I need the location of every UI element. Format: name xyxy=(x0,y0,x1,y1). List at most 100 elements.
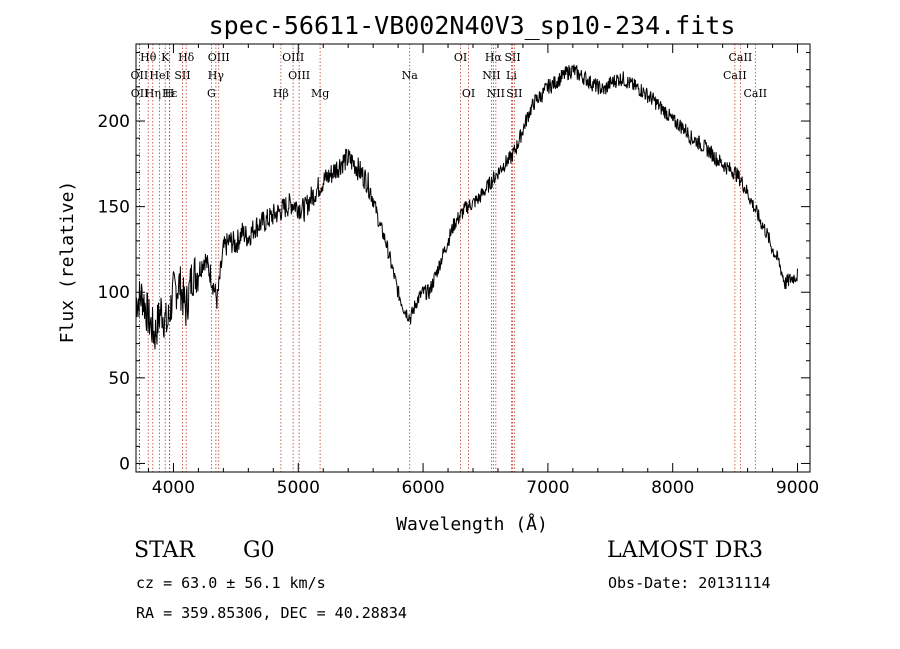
spectral-line-label: CaII xyxy=(743,87,767,100)
flux-data-point xyxy=(703,146,704,147)
flux-data-point xyxy=(410,317,411,318)
flux-data-point xyxy=(766,232,767,233)
spectral-line-label: SII xyxy=(504,51,520,64)
spectral-line-label: Na xyxy=(402,69,419,82)
flux-data-point xyxy=(254,227,255,228)
coordinates: RA = 359.85306, DEC = 40.28834 xyxy=(136,604,407,622)
flux-data-point xyxy=(341,162,342,163)
flux-data-point xyxy=(572,69,573,70)
flux-data-point xyxy=(716,158,717,159)
spectral-line-label: Li xyxy=(506,69,517,82)
spectral-line-label: CaII xyxy=(723,69,747,82)
spectral-line-label: OI xyxy=(454,51,467,64)
flux-data-point xyxy=(772,249,773,250)
flux-data-point xyxy=(516,146,517,147)
flux-data-point xyxy=(447,240,448,241)
flux-data-point xyxy=(472,203,473,204)
flux-data-point xyxy=(672,120,673,121)
y-tick-label: 0 xyxy=(119,454,130,474)
spectral-line-label: OI xyxy=(462,87,475,100)
flux-data-point xyxy=(791,278,792,279)
spectral-line-label: Hθ xyxy=(140,51,157,64)
spectral-line-label: Hγ xyxy=(208,69,225,82)
spectral-line-label: Hβ xyxy=(273,87,289,100)
x-tick-label: 9000 xyxy=(776,478,819,498)
flux-data-point xyxy=(310,197,311,198)
spectral-line-label: OIII xyxy=(288,69,310,82)
flux-data-point xyxy=(210,275,211,276)
flux-data-point xyxy=(541,95,542,96)
flux-data-point xyxy=(429,292,430,293)
flux-data-point xyxy=(398,292,399,293)
flux-data-point xyxy=(435,275,436,276)
flux-data-point xyxy=(585,78,586,79)
flux-data-point xyxy=(279,211,280,212)
flux-data-point xyxy=(454,223,455,224)
flux-data-point xyxy=(441,257,442,258)
y-tick-label: 200 xyxy=(98,112,130,132)
spectral-line-label: Hδ xyxy=(178,51,195,64)
flux-data-point xyxy=(666,112,667,113)
flux-data-point xyxy=(710,151,711,152)
flux-data-point xyxy=(316,189,317,190)
y-tick-label: 150 xyxy=(98,198,130,218)
spectral-line-label: Hα xyxy=(485,51,503,64)
flux-data-point xyxy=(179,283,180,284)
flux-series-line xyxy=(135,64,798,350)
survey-name: LAMOST DR3 xyxy=(607,538,763,563)
flux-data-point xyxy=(797,275,798,276)
spectral-line-label: G xyxy=(207,87,216,100)
spectral-line-label: SII xyxy=(506,87,522,100)
flux-data-point xyxy=(560,78,561,79)
flux-data-point xyxy=(248,237,249,238)
y-tick-label: 100 xyxy=(98,283,130,303)
flux-data-point xyxy=(591,83,592,84)
flux-data-point xyxy=(735,172,736,173)
flux-data-point xyxy=(304,209,305,210)
flux-data-point xyxy=(185,309,186,310)
flux-data-point xyxy=(366,180,367,181)
flux-data-point xyxy=(192,275,193,276)
flux-data-point xyxy=(291,203,292,204)
series-layer xyxy=(135,64,798,350)
chart-title: spec-56611-VB002N40V3_sp10-234.fits xyxy=(209,11,736,40)
flux-data-point xyxy=(678,124,679,125)
flux-data-point xyxy=(235,244,236,245)
flux-data-point xyxy=(685,129,686,130)
spectral-line-label: OII xyxy=(131,87,149,100)
flux-data-point xyxy=(329,175,330,176)
flux-data-point xyxy=(653,100,654,101)
flux-data-point xyxy=(597,86,598,87)
flux-data-point xyxy=(691,138,692,139)
flux-data-point xyxy=(298,206,299,207)
x-axis-title: Wavelength (Å) xyxy=(396,513,548,535)
flux-data-point xyxy=(142,295,143,296)
flux-data-point xyxy=(784,283,785,284)
flux-data-point xyxy=(391,266,392,267)
x-tick-label: 7000 xyxy=(526,478,569,498)
flux-data-point xyxy=(148,317,149,318)
flux-data-point xyxy=(204,257,205,258)
flux-data-point xyxy=(323,180,324,181)
axes: 4000 5000 6000 7000 8000 9000 0 50 100 150 200 xyxy=(98,44,819,498)
flux-data-point xyxy=(379,223,380,224)
flux-data-point xyxy=(229,240,230,241)
flux-data-point xyxy=(373,197,374,198)
spectral-line-label: H xyxy=(165,87,175,100)
plot-frame xyxy=(135,43,811,473)
flux-data-point xyxy=(504,163,505,164)
flux-data-point xyxy=(154,334,155,335)
flux-data-point xyxy=(778,261,779,262)
flux-data-point xyxy=(510,158,511,159)
flux-data-point xyxy=(479,197,480,198)
flux-data-point xyxy=(660,107,661,108)
flux-data-point xyxy=(722,163,723,164)
flux-data-point xyxy=(628,83,629,84)
spectral-line-label: SII xyxy=(174,69,190,82)
flux-data-point xyxy=(360,172,361,173)
flux-data-point xyxy=(547,86,548,87)
x-tick-label: 6000 xyxy=(401,478,444,498)
obs-date: Obs-Date: 20131114 xyxy=(608,574,771,592)
flux-data-point xyxy=(416,300,417,301)
